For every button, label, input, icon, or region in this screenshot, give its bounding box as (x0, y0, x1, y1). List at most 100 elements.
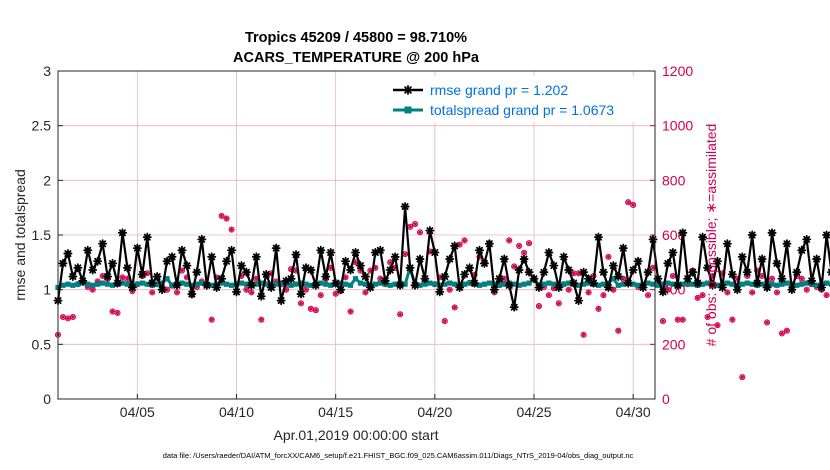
rmse-point (435, 287, 445, 297)
obs-assimilated-marker (85, 284, 91, 290)
rmse-point (117, 228, 127, 238)
obs-assimilated-marker (318, 292, 324, 298)
obs-assimilated-marker (328, 265, 334, 271)
obs-possible-marker (511, 263, 518, 270)
rmse-point (648, 234, 658, 244)
rmse-point (142, 232, 152, 242)
totalspread-point (427, 280, 433, 286)
obs-assimilated-marker (333, 291, 339, 297)
legend: rmse grand pr = 1.202 totalspread grand … (386, 76, 648, 122)
rmse-point (326, 247, 336, 257)
rmse-point (474, 245, 484, 255)
rmse-point (162, 256, 172, 266)
rmse-point (455, 282, 465, 292)
rmse-point (643, 267, 653, 277)
obs-possible-marker (516, 242, 523, 249)
y-tick-label: 2 (43, 172, 51, 188)
obs-assimilated-marker (303, 287, 309, 293)
rmse-point (122, 263, 132, 273)
obs-possible-marker (302, 286, 309, 293)
rmse-point (598, 267, 608, 277)
obs-assimilated-marker (695, 295, 701, 301)
totalspread-point (620, 281, 626, 287)
totalspread-point (318, 280, 324, 286)
totalspread-point (338, 280, 344, 286)
rmse-point (519, 254, 529, 264)
obs-assimilated-marker (784, 328, 790, 334)
obs-possible-marker (506, 237, 513, 244)
obs-assimilated-marker (804, 287, 810, 293)
rmse-point (499, 254, 509, 264)
obs-assimilated-marker (620, 276, 626, 282)
obs-assimilated-marker (586, 290, 591, 295)
x-axis-label: Apr.01,2019 00:00:00 start (273, 427, 438, 443)
obs-assimilated-marker (754, 268, 760, 273)
obs-assimilated-marker (630, 202, 636, 208)
rmse-point (683, 274, 693, 284)
obs-assimilated-marker (115, 310, 120, 316)
obs-possible-marker (783, 327, 790, 334)
obs-assimilated-marker (293, 268, 299, 273)
totalspread-point (729, 281, 735, 287)
rmse-point (772, 258, 782, 268)
legend-rmse-star (403, 85, 413, 95)
totalspread-point (447, 280, 453, 286)
rmse-point (152, 272, 162, 282)
totalspread-point (372, 281, 378, 287)
rmse-point (539, 267, 549, 277)
rmse-point (712, 256, 722, 266)
rmse-point (405, 263, 415, 273)
obs-assimilated-marker (526, 240, 532, 246)
totalspread-point (95, 281, 101, 287)
rmse-point (430, 247, 440, 257)
totalspread-point (828, 281, 830, 287)
totalspread-point (243, 281, 250, 287)
obs-possible-marker (545, 292, 552, 299)
rmse-point (752, 278, 762, 288)
rmse-point (236, 261, 246, 271)
x-tick-label: 04/30 (616, 404, 651, 420)
totalspread-point (724, 280, 730, 286)
totalspread-point (164, 276, 170, 282)
rmse-point (251, 252, 261, 262)
totalspread-point (670, 281, 676, 287)
obs-assimilated-marker (363, 290, 368, 295)
obs-possible-marker (347, 308, 354, 315)
rmse-point (732, 285, 742, 295)
rmse-point (395, 280, 405, 290)
obs-possible-marker (694, 294, 701, 301)
totalspread-point (610, 276, 616, 282)
obs-assimilated-marker (462, 238, 467, 243)
totalspread-point (209, 282, 215, 288)
rmse-point (197, 234, 207, 244)
rmse-point (460, 269, 470, 279)
obs-possible-marker (332, 290, 339, 297)
rmse-point (271, 243, 281, 253)
obs-possible-marker (724, 289, 731, 296)
rmse-point (276, 296, 286, 306)
totalspread-point (179, 280, 185, 286)
rmse-point (817, 282, 827, 292)
obs-assimilated-marker (516, 243, 522, 249)
obs-assimilated-marker (392, 265, 398, 271)
obs-possible-marker (526, 240, 533, 247)
totalspread-point (90, 282, 96, 288)
obs-possible-marker (451, 304, 458, 311)
y-tick-label: 0.5 (32, 336, 52, 352)
obs-assimilated-marker (184, 274, 190, 280)
obs-assimilated-marker (769, 276, 775, 282)
rmse-point (355, 261, 365, 271)
obs-assimilated-marker (729, 317, 735, 323)
rmse-point (613, 272, 623, 282)
rmse-point (544, 247, 554, 257)
obs-assimilated-marker (144, 270, 150, 276)
totalspread-point (580, 281, 587, 287)
obs-assimilated-marker (541, 284, 547, 290)
x-tick-label: 04/15 (318, 404, 353, 420)
obs-possible-marker (243, 286, 250, 293)
totalspread-point (357, 280, 364, 286)
obs-assimilated-marker (536, 303, 542, 309)
obs-assimilated-marker (759, 273, 765, 279)
obs-assimilated-marker (224, 216, 229, 221)
